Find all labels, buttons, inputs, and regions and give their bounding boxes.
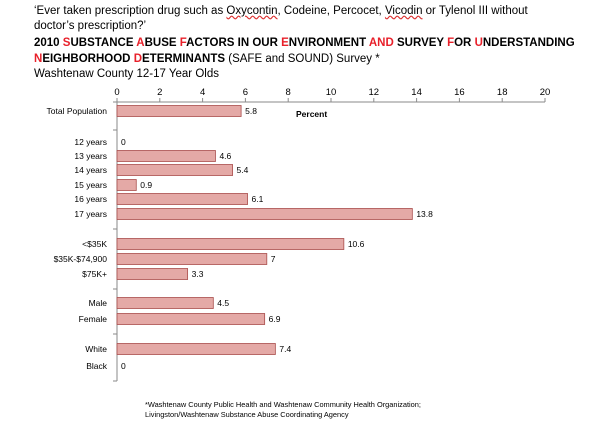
title-segment: ACTORS IN OUR (186, 37, 282, 49)
survey-title-line-2: NEIGHBORHOOD DETERMINANTS (SAFE and SOUN… (34, 53, 380, 65)
title-segment: F (179, 37, 187, 49)
footnote-line-2: Livingston/Washtenaw Substance Abuse Coo… (145, 410, 349, 419)
x-tick-label: 12 (369, 87, 380, 98)
category-label: White (85, 344, 107, 354)
x-tick-label: 20 (540, 87, 551, 98)
category-label: Male (89, 298, 108, 308)
data-label: 4.5 (217, 298, 229, 308)
question-part-2: , Codeine, Percocet, (277, 5, 385, 17)
category-label: $35K-$74,900 (54, 254, 108, 264)
title-segment: AND (368, 37, 394, 49)
x-tick-label: 0 (114, 87, 119, 98)
title-segment: D (133, 53, 142, 65)
data-label: 13.8 (416, 209, 433, 219)
bar (116, 343, 276, 355)
x-tick-label: 4 (200, 87, 205, 98)
category-label: 13 years (74, 151, 107, 161)
title-segment: U (474, 37, 483, 49)
data-label: 6.1 (252, 194, 264, 204)
x-tick-label: 10 (326, 87, 337, 98)
title-segment: NDERSTANDING (482, 37, 575, 49)
data-label: 7 (271, 254, 276, 264)
question-part-1: ‘Ever taken prescription drug such as (34, 5, 227, 17)
footnote-line-1: *Washtenaw County Public Health and Wash… (145, 400, 421, 409)
title-segment: E (281, 37, 289, 49)
title-segment: OR (454, 37, 475, 49)
category-label: Black (86, 361, 108, 371)
title-segment: ETERMINANTS (142, 53, 226, 65)
chart-subtitle: Washtenaw County 12-17 Year Olds (34, 68, 219, 80)
bar (116, 179, 137, 191)
category-label: 17 years (74, 209, 107, 219)
x-tick-label: 16 (454, 87, 465, 98)
title-segment: SURVEY (393, 37, 448, 49)
data-label: 5.8 (245, 106, 257, 116)
question-text-line-2: doctor’s prescription?’ (34, 20, 147, 32)
title-segment: EIGHBORHOOD (42, 53, 134, 65)
x-tick-label: 18 (497, 87, 508, 98)
title-segment: N (34, 53, 43, 65)
x-tick-label: 8 (286, 87, 291, 98)
data-label: 6.9 (269, 314, 281, 324)
question-text: ‘Ever taken prescription drug such as Ox… (34, 5, 528, 17)
title-segment: NVIRONMENT (288, 37, 369, 49)
title-segment: (SAFE and SOUND) Survey * (225, 53, 380, 65)
title-segment: UBSTANCE (70, 37, 137, 49)
title-segment: A (136, 37, 145, 49)
data-label: 0 (121, 137, 126, 147)
data-label: 0 (121, 361, 126, 371)
source-footnote: *Washtenaw County Public Health and Wash… (145, 400, 421, 420)
data-label: 4.6 (219, 151, 231, 161)
category-label: Female (79, 314, 108, 324)
bar (116, 253, 268, 265)
title-segment: 2010 (34, 37, 63, 49)
data-label: 5.4 (237, 165, 249, 175)
bar (116, 313, 266, 325)
data-label: 0.9 (140, 180, 152, 190)
category-label: 15 years (74, 180, 107, 190)
x-tick-label: 6 (243, 87, 248, 98)
question-part-3: or Tylenol III without (422, 5, 528, 17)
data-label: 7.4 (279, 344, 291, 354)
title-segment: S (62, 37, 71, 49)
data-label: 10.6 (348, 239, 365, 249)
category-label: $75K+ (82, 269, 107, 279)
category-label: 16 years (74, 194, 107, 204)
bar (116, 150, 216, 162)
bar (116, 268, 189, 280)
bar (116, 208, 413, 220)
category-label: 12 years (74, 137, 107, 147)
question-word-oxycontin: Oxycontin (226, 5, 278, 17)
question-word-vicodin: Vicodin (384, 5, 423, 17)
category-label: <$35K (82, 239, 107, 249)
x-tick-label: 2 (157, 87, 162, 98)
title-segment: BUSE (144, 37, 180, 49)
bar (116, 193, 248, 205)
bar (116, 238, 345, 250)
data-label: 3.3 (192, 269, 204, 279)
category-label: 14 years (74, 165, 107, 175)
bar (116, 105, 242, 117)
survey-title-line-1: 2010 SUBSTANCE ABUSE FACTORS IN OUR ENVI… (34, 37, 575, 49)
bar (116, 297, 214, 309)
category-label: Total Population (47, 106, 108, 116)
x-tick-label: 14 (411, 87, 422, 98)
title-segment: F (447, 37, 455, 49)
bar (116, 164, 233, 176)
percent-unit-label: Percent (296, 109, 328, 119)
